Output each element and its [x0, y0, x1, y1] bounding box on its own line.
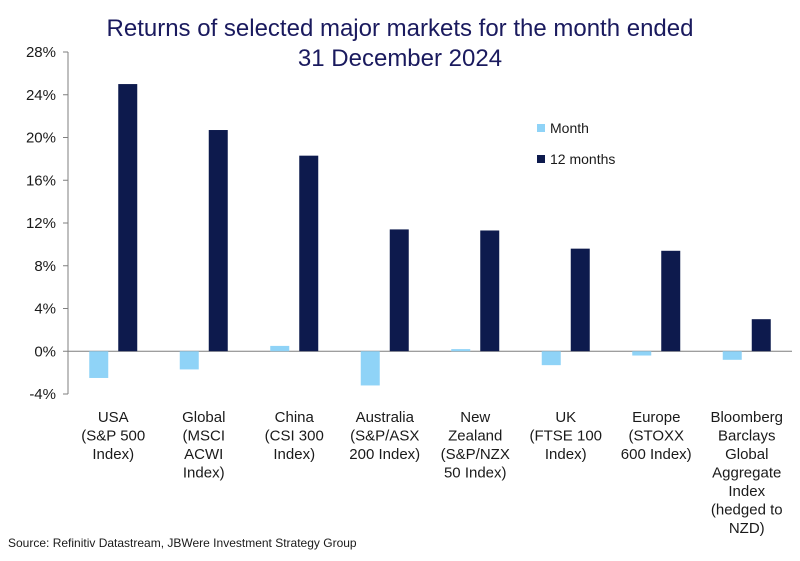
bar-12-months [299, 155, 319, 352]
bar-12-months [118, 84, 138, 352]
bar-month [541, 351, 561, 366]
bar-12-months [570, 248, 590, 352]
legend-label: Month [550, 120, 589, 136]
bar-month [360, 351, 380, 386]
bar-month [89, 351, 109, 378]
y-tick-label: 24% [26, 87, 56, 104]
x-category-label: Global (MSCI ACWI Index) [182, 409, 225, 482]
bar-12-months [389, 229, 409, 352]
bar-month [722, 351, 742, 360]
bar-month [179, 351, 199, 370]
x-category-label: Australia (S&P/ASX 200 Index) [349, 409, 420, 463]
y-tick-label: 28% [26, 44, 56, 61]
x-category-label: UK (FTSE 100 Index) [529, 409, 602, 463]
chart-title-line: Returns of selected major markets for th… [107, 15, 694, 42]
x-category-label: New Zealand (S&P/NZX 50 Index) [441, 409, 510, 482]
legend-swatch [537, 155, 545, 163]
bar-12-months [208, 130, 228, 352]
chart-title-line: 31 December 2024 [298, 45, 502, 72]
x-category-label: Europe (STOXX 600 Index) [621, 409, 692, 463]
x-category-label: Bloomberg Barclays Global Aggregate Index (he… [710, 409, 783, 537]
y-tick-label: 16% [26, 172, 56, 189]
y-tick-label: -4% [29, 386, 56, 403]
bar-month [270, 345, 290, 352]
bar-12-months [661, 250, 681, 352]
bar-month [451, 349, 471, 352]
x-category-label: China (CSI 300 Index) [265, 409, 324, 463]
bar-12-months [751, 319, 771, 352]
chart-title: Returns of selected major markets for th… [107, 15, 694, 72]
x-axis: USA (S&P 500 Index) Global (MSCI ACWI Index) Ch… [81, 409, 783, 537]
y-tick-label: 20% [26, 130, 56, 147]
y-tick-label: 12% [26, 215, 56, 232]
legend-swatch [537, 124, 545, 132]
y-tick-label: 0% [34, 343, 56, 360]
source-note: Source: Refinitiv Datastream, JBWere Inv… [8, 536, 357, 550]
legend-label: 12 months [550, 151, 615, 167]
bar-month [632, 351, 652, 356]
legend: Month 12 months [537, 120, 615, 167]
y-axis: -4% 0% 4% 8% 12% 16% 20% 24% 28% [26, 44, 792, 403]
y-tick-label: 8% [34, 258, 56, 275]
x-category-label: USA (S&P 500 Index) [81, 409, 145, 463]
bars [89, 84, 771, 386]
y-tick-label: 4% [34, 301, 56, 318]
bar-12-months [480, 230, 500, 352]
